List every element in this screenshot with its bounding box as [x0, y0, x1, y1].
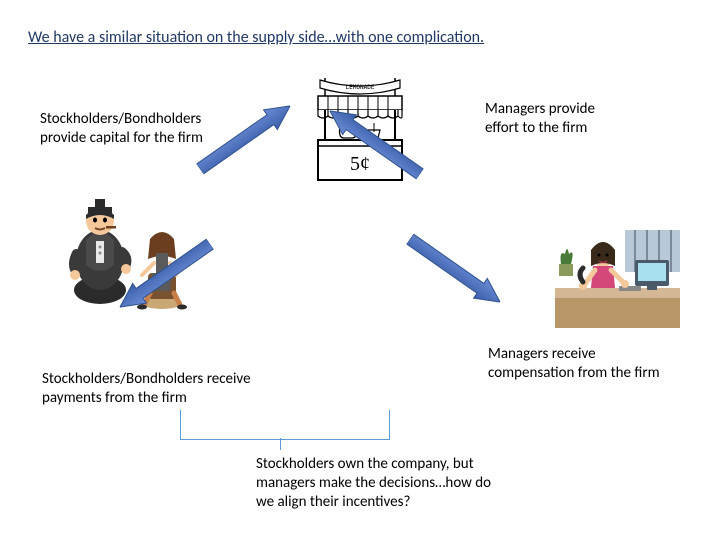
svg-text:5¢: 5¢: [350, 153, 370, 175]
slide-title: We have a similar situation on the suppl…: [28, 28, 484, 47]
label-managers-provide: Managers provide effort to the firm: [485, 100, 605, 138]
arrow-stand-to-right-down: [402, 228, 508, 314]
svg-text:LEMONADE: LEMONADE: [346, 84, 375, 91]
bottom-connector: [180, 410, 390, 440]
label-stockholders-receive: Stockholders/Bondholders receive payment…: [42, 370, 257, 408]
label-managers-receive: Managers receive compensation from the f…: [488, 345, 683, 383]
label-bottom-note: Stockholders own the company, but manage…: [256, 455, 506, 511]
bottom-connector-tail: [280, 438, 281, 450]
manager-icon: [555, 230, 680, 330]
